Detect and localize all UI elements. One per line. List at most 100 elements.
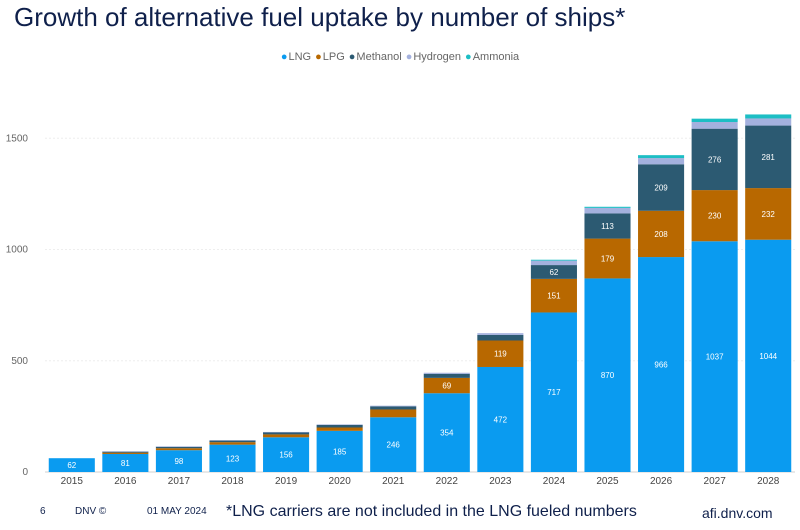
x-tick-label: 2019 <box>275 476 298 487</box>
stacked-bar-chart: 0 500 1000 1500 62 2015 81 2016 98 2017 123 2018 156… <box>6 114 795 487</box>
data-label-methanol-2025: 113 <box>601 222 614 231</box>
data-label-lng-2018: 123 <box>226 454 240 463</box>
data-label-lpg-2027: 230 <box>708 212 722 221</box>
legend-label: LPG <box>322 51 345 63</box>
x-tick-label: 2015 <box>61 476 84 487</box>
bar-lpg-2023 <box>477 340 524 367</box>
data-label-methanol-2028: 281 <box>762 153 776 162</box>
legend-label: Methanol <box>356 51 402 63</box>
bar-lpg-2022 <box>423 377 470 394</box>
legend-marker: ● <box>465 51 472 63</box>
bar-hydrogen-2019 <box>263 431 310 433</box>
data-label-lpg-2026: 208 <box>654 230 668 239</box>
x-tick-label: 2022 <box>436 476 459 487</box>
bar-methanol-2023 <box>477 334 524 341</box>
bar-ammonia-2025 <box>584 206 631 208</box>
data-label-lng-2016: 81 <box>121 459 130 468</box>
legend-label: Ammonia <box>472 51 520 63</box>
data-label-lpg-2022: 69 <box>442 382 451 391</box>
data-label-lng-2019: 156 <box>279 451 293 460</box>
legend-marker: ● <box>280 51 288 63</box>
date-label: 01 MAY 2024 <box>147 506 207 517</box>
bar-methanol-2018 <box>209 440 256 443</box>
x-tick-label: 2023 <box>489 476 512 487</box>
bar-hydrogen-2018 <box>209 440 256 441</box>
bar-hydrogen-2024 <box>530 260 577 266</box>
bar-lng-2021 <box>370 417 417 472</box>
bar-methanol-2022 <box>423 373 470 378</box>
bar-methanol-2019 <box>263 432 310 435</box>
bar-lng-2015 <box>48 458 95 472</box>
bar-methanol-2025 <box>584 213 631 239</box>
bar-lng-2026 <box>638 257 685 472</box>
footnote: *LNG carriers are not included in the LN… <box>226 503 637 520</box>
bar-ammonia-2028 <box>745 114 792 119</box>
data-label-lpg-2023: 119 <box>494 350 507 359</box>
data-label-lng-2017: 98 <box>174 457 183 466</box>
x-tick-label: 2026 <box>650 476 673 487</box>
bar-lpg-2024 <box>530 278 577 313</box>
data-label-lpg-2025: 179 <box>601 255 615 264</box>
data-label-lpg-2028: 232 <box>762 210 776 219</box>
legend-item-ammonia: ●Ammonia <box>465 51 519 63</box>
legend-item-lng: ●LNG <box>281 51 311 63</box>
bar-ammonia-2026 <box>638 155 685 159</box>
bar-lng-2025 <box>584 278 631 472</box>
bar-lpg-2017 <box>155 448 202 451</box>
legend-marker: ● <box>405 51 413 63</box>
bar-hydrogen-2020 <box>316 424 363 425</box>
bar-lpg-2028 <box>745 188 792 240</box>
bar-ammonia-2027 <box>691 118 738 123</box>
data-label-lng-2025: 870 <box>601 371 615 380</box>
x-tick-label: 2025 <box>596 476 619 487</box>
bar-hydrogen-2023 <box>477 333 524 335</box>
bar-methanol-2020 <box>316 424 363 428</box>
data-label-lng-2028: 1044 <box>759 352 777 361</box>
bar-lng-2020 <box>316 430 363 472</box>
x-tick-label: 2027 <box>704 476 727 487</box>
bar-methanol-2017 <box>155 446 202 449</box>
legend-label: Hydrogen <box>413 51 462 63</box>
data-label-lpg-2024: 151 <box>547 292 561 301</box>
bar-lng-2024 <box>530 312 577 472</box>
bar-lng-2022 <box>423 393 470 472</box>
y-tick-label: 500 <box>11 356 28 367</box>
bar-methanol-2026 <box>638 164 685 211</box>
data-label-lng-2021: 246 <box>387 441 401 450</box>
bar-lpg-2026 <box>638 210 685 258</box>
x-tick-label: 2016 <box>114 476 137 487</box>
bar-hydrogen-2017 <box>155 446 202 447</box>
x-tick-label: 2020 <box>329 476 352 487</box>
data-label-methanol-2026: 209 <box>654 184 668 193</box>
data-label-lng-2022: 354 <box>440 429 454 438</box>
x-tick-label: 2021 <box>382 476 405 487</box>
x-tick-label: 2018 <box>221 476 244 487</box>
bar-lng-2019 <box>263 437 310 472</box>
data-label-lng-2024: 717 <box>547 388 561 397</box>
bar-hydrogen-2016 <box>102 451 149 452</box>
website-label: afi.dnv.com <box>702 505 773 521</box>
data-label-lng-2015: 62 <box>67 461 76 470</box>
data-label-lng-2020: 185 <box>333 447 347 456</box>
bar-lng-2023 <box>477 366 524 472</box>
bar-lpg-2018 <box>209 442 256 445</box>
bar-hydrogen-2027 <box>691 122 738 129</box>
bar-methanol-2016 <box>102 451 149 453</box>
legend-item-methanol: ●Methanol <box>349 51 402 63</box>
bar-lng-2016 <box>102 453 149 472</box>
chart-legend: ●LNG ●LPG ●Methanol ●Hydrogen ●Ammonia <box>0 51 800 63</box>
bar-lng-2027 <box>691 241 738 472</box>
bar-lpg-2025 <box>584 238 631 279</box>
legend-item-lpg: ●LPG <box>315 51 345 63</box>
legend-marker: ● <box>315 51 322 63</box>
bar-methanol-2021 <box>370 406 417 410</box>
bar-lng-2018 <box>209 444 256 472</box>
bar-lpg-2027 <box>691 190 738 242</box>
brand-label: DNV © <box>75 506 107 517</box>
bar-lng-2028 <box>745 239 792 472</box>
bar-lpg-2019 <box>263 434 310 438</box>
data-label-methanol-2027: 276 <box>708 155 722 164</box>
y-tick-label: 0 <box>22 467 28 478</box>
x-tick-label: 2028 <box>757 476 780 487</box>
data-label-lng-2023: 472 <box>494 415 508 424</box>
